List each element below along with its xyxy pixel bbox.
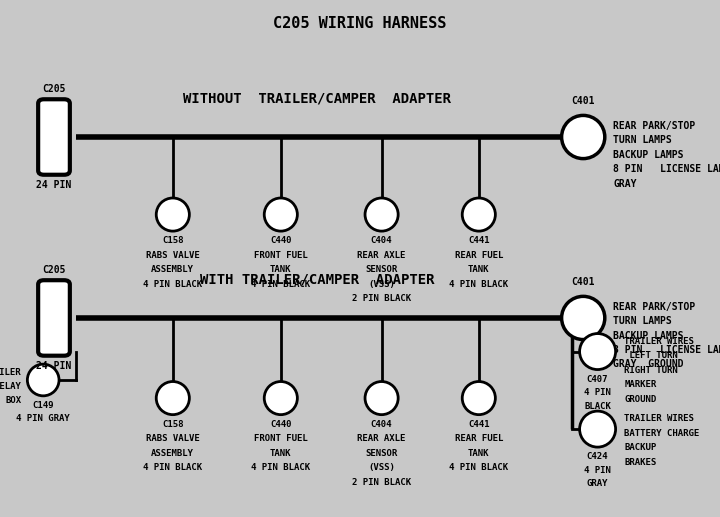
Text: 4 PIN BLACK: 4 PIN BLACK — [251, 280, 310, 288]
Text: C441: C441 — [468, 420, 490, 429]
Text: 24 PIN: 24 PIN — [37, 361, 71, 371]
Text: BACKUP LAMPS: BACKUP LAMPS — [613, 330, 684, 341]
Text: 4 PIN BLACK: 4 PIN BLACK — [143, 463, 202, 472]
Ellipse shape — [365, 382, 398, 415]
Text: 8 PIN   LICENSE LAMPS: 8 PIN LICENSE LAMPS — [613, 345, 720, 355]
Text: BLACK: BLACK — [584, 402, 611, 410]
Text: C407: C407 — [587, 375, 608, 384]
Ellipse shape — [27, 364, 59, 396]
Text: BOX: BOX — [6, 396, 22, 405]
Text: C404: C404 — [371, 420, 392, 429]
Text: WITH TRAILER/CAMPER  ADAPTER: WITH TRAILER/CAMPER ADAPTER — [199, 272, 434, 286]
Text: 8 PIN   LICENSE LAMPS: 8 PIN LICENSE LAMPS — [613, 164, 720, 174]
FancyBboxPatch shape — [38, 280, 70, 356]
Text: 24 PIN: 24 PIN — [37, 180, 71, 190]
Text: (VSS): (VSS) — [368, 463, 395, 472]
FancyBboxPatch shape — [38, 99, 70, 175]
Text: C205: C205 — [42, 265, 66, 275]
Text: RELAY: RELAY — [0, 382, 22, 391]
Text: C424: C424 — [587, 452, 608, 461]
Text: REAR AXLE: REAR AXLE — [357, 434, 406, 443]
Text: C404: C404 — [371, 236, 392, 245]
Text: 4 PIN BLACK: 4 PIN BLACK — [449, 463, 508, 472]
Text: 4 PIN BLACK: 4 PIN BLACK — [449, 280, 508, 288]
Text: GRAY  GROUND: GRAY GROUND — [613, 359, 684, 370]
Text: 2 PIN BLACK: 2 PIN BLACK — [352, 294, 411, 303]
Text: TRAILER WIRES: TRAILER WIRES — [624, 337, 694, 346]
Text: REAR AXLE: REAR AXLE — [357, 251, 406, 260]
Text: C440: C440 — [270, 420, 292, 429]
Ellipse shape — [462, 198, 495, 231]
Text: BACKUP LAMPS: BACKUP LAMPS — [613, 149, 684, 160]
Text: RABS VALVE: RABS VALVE — [146, 251, 199, 260]
Text: GRAY: GRAY — [613, 178, 637, 189]
Text: WITHOUT  TRAILER/CAMPER  ADAPTER: WITHOUT TRAILER/CAMPER ADAPTER — [183, 91, 451, 105]
Text: C158: C158 — [162, 420, 184, 429]
Text: BATTERY CHARGE: BATTERY CHARGE — [624, 429, 700, 438]
Text: C401: C401 — [572, 96, 595, 106]
Text: LEFT TURN: LEFT TURN — [624, 351, 678, 360]
Text: C401: C401 — [572, 277, 595, 287]
Ellipse shape — [365, 198, 398, 231]
Text: GROUND: GROUND — [624, 394, 657, 404]
Ellipse shape — [580, 411, 616, 447]
Text: C149: C149 — [32, 401, 54, 410]
Text: C205: C205 — [42, 84, 66, 94]
Text: ASSEMBLY: ASSEMBLY — [151, 449, 194, 458]
Text: C440: C440 — [270, 236, 292, 245]
Text: TRAILER WIRES: TRAILER WIRES — [624, 414, 694, 423]
Text: BRAKES: BRAKES — [624, 458, 657, 467]
Text: C205 WIRING HARNESS: C205 WIRING HARNESS — [274, 16, 446, 31]
Text: REAR PARK/STOP: REAR PARK/STOP — [613, 120, 696, 131]
Text: 2 PIN BLACK: 2 PIN BLACK — [352, 478, 411, 486]
Ellipse shape — [156, 198, 189, 231]
Text: C158: C158 — [162, 236, 184, 245]
Text: 4 PIN BLACK: 4 PIN BLACK — [251, 463, 310, 472]
Ellipse shape — [562, 115, 605, 159]
Ellipse shape — [562, 296, 605, 340]
Text: BACKUP: BACKUP — [624, 443, 657, 452]
Ellipse shape — [264, 382, 297, 415]
Text: ASSEMBLY: ASSEMBLY — [151, 265, 194, 274]
Text: REAR FUEL: REAR FUEL — [454, 251, 503, 260]
Text: TRAILER: TRAILER — [0, 368, 22, 377]
Text: TANK: TANK — [468, 449, 490, 458]
Text: C441: C441 — [468, 236, 490, 245]
Text: FRONT FUEL: FRONT FUEL — [254, 434, 307, 443]
Text: RIGHT TURN: RIGHT TURN — [624, 366, 678, 375]
Ellipse shape — [580, 333, 616, 370]
Text: REAR FUEL: REAR FUEL — [454, 434, 503, 443]
Text: (VSS): (VSS) — [368, 280, 395, 288]
Text: GRAY: GRAY — [587, 479, 608, 488]
Text: 4 PIN GRAY: 4 PIN GRAY — [17, 415, 70, 423]
Ellipse shape — [264, 198, 297, 231]
Text: SENSOR: SENSOR — [366, 265, 397, 274]
Text: 4 PIN: 4 PIN — [584, 388, 611, 397]
Text: FRONT FUEL: FRONT FUEL — [254, 251, 307, 260]
Ellipse shape — [156, 382, 189, 415]
Ellipse shape — [462, 382, 495, 415]
Text: TANK: TANK — [468, 265, 490, 274]
Text: REAR PARK/STOP: REAR PARK/STOP — [613, 301, 696, 312]
Text: 4 PIN BLACK: 4 PIN BLACK — [143, 280, 202, 288]
Text: SENSOR: SENSOR — [366, 449, 397, 458]
Text: 4 PIN: 4 PIN — [584, 466, 611, 475]
Text: TANK: TANK — [270, 265, 292, 274]
Text: RABS VALVE: RABS VALVE — [146, 434, 199, 443]
Text: TURN LAMPS: TURN LAMPS — [613, 316, 672, 326]
Text: MARKER: MARKER — [624, 380, 657, 389]
Text: TURN LAMPS: TURN LAMPS — [613, 135, 672, 145]
Text: TANK: TANK — [270, 449, 292, 458]
